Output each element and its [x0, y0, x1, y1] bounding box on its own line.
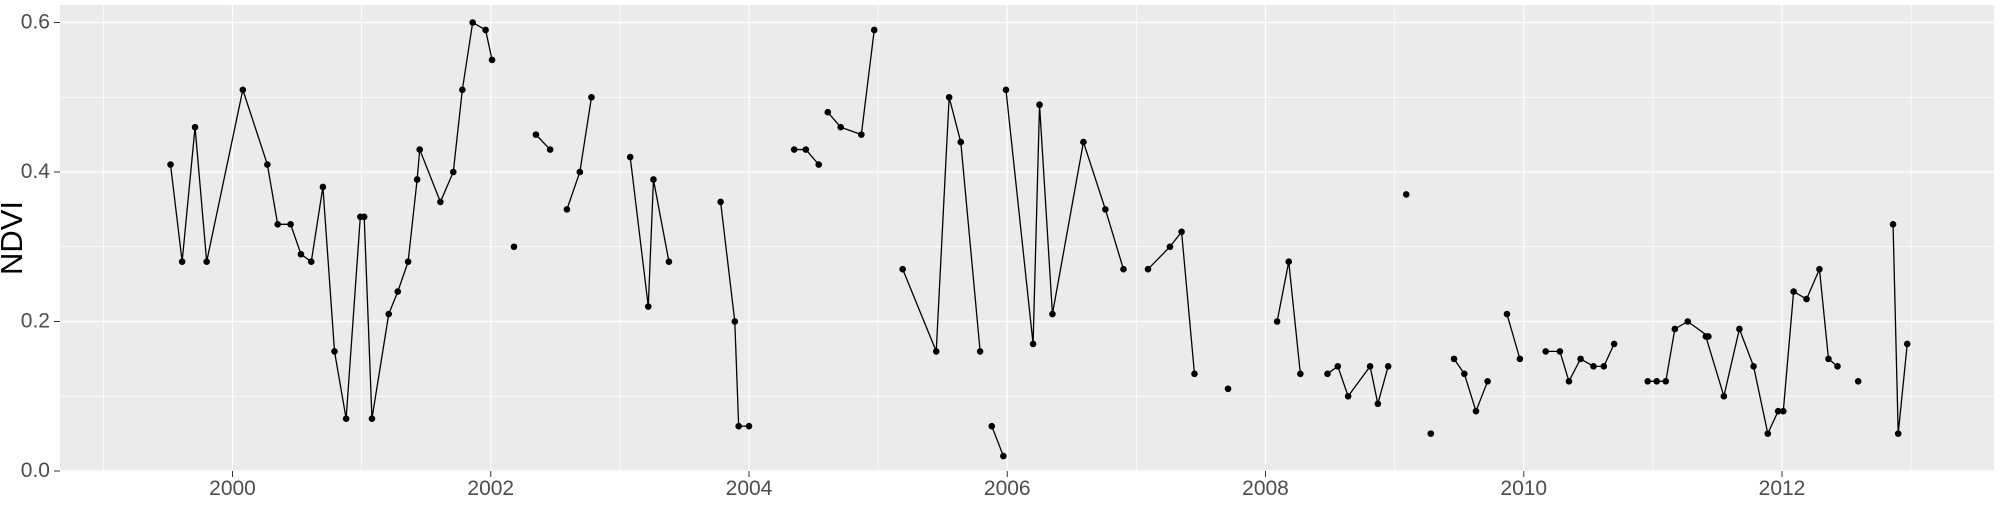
svg-text:NDVI: NDVI — [0, 201, 29, 275]
svg-text:2002: 2002 — [467, 477, 514, 500]
svg-text:2000: 2000 — [209, 477, 256, 500]
svg-text:2012: 2012 — [1759, 477, 1806, 500]
svg-text:0.6: 0.6 — [21, 11, 50, 34]
svg-text:2004: 2004 — [726, 477, 773, 500]
svg-text:2008: 2008 — [1242, 477, 1289, 500]
svg-text:2006: 2006 — [984, 477, 1031, 500]
svg-text:0.2: 0.2 — [21, 310, 50, 333]
svg-text:2010: 2010 — [1500, 477, 1547, 500]
svg-text:0.0: 0.0 — [21, 459, 50, 482]
svg-text:0.4: 0.4 — [21, 160, 51, 183]
